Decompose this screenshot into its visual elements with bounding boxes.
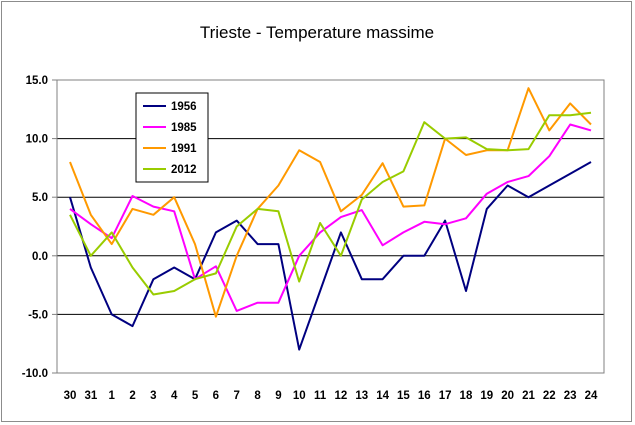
y-tick-label: -5.0: [28, 309, 48, 321]
series-line-1956: [69, 161, 592, 351]
y-tick-label: 15.0: [26, 75, 48, 87]
x-tick-label: 13: [355, 390, 368, 402]
y-tick-label: 10.0: [26, 134, 48, 146]
x-tick-label: 14: [376, 390, 389, 402]
legend-label-1956: 1956: [171, 101, 197, 113]
x-tick-label: 22: [543, 390, 556, 402]
x-tick-label: 3: [150, 390, 156, 402]
x-tick-label: 8: [254, 390, 261, 402]
x-tick-label: 18: [460, 390, 473, 402]
x-tick-label: 5: [192, 390, 199, 402]
x-tick-label: 9: [275, 390, 281, 402]
series-line-2012: [69, 111, 592, 296]
legend: 1956 1985 1991 2012: [135, 92, 209, 183]
legend-label-1991: 1991: [171, 143, 197, 155]
x-tick-label: 17: [439, 390, 452, 402]
x-tick-label: 10: [293, 390, 306, 402]
x-tick-label: 1: [108, 390, 115, 402]
legend-box: [135, 92, 209, 183]
x-tick-label: 7: [234, 390, 240, 402]
legend-label-1985: 1985: [171, 122, 197, 134]
x-tick-label: 6: [213, 390, 219, 402]
x-tick-label: 16: [418, 390, 431, 402]
x-tick-label: 30: [64, 390, 77, 402]
x-tick-label: 31: [84, 390, 97, 402]
x-axis: 30 31 1 2 3 4 5 6 7 8 9 10 11 12 13 14 15 16 17 18 19 20 21 22 2…: [64, 390, 598, 402]
plot-area-border: [56, 79, 605, 374]
legend-label-2012: 2012: [171, 164, 197, 176]
x-tick-label: 24: [585, 390, 598, 402]
series-line-1985: [69, 123, 592, 312]
y-tick-label: -10.0: [22, 368, 48, 380]
x-tick-label: 21: [522, 390, 535, 402]
x-tick-label: 23: [564, 390, 577, 402]
x-tick-label: 2: [129, 390, 135, 402]
x-tick-label: 4: [171, 390, 178, 402]
series-lines: [69, 87, 592, 351]
y-axis: 15.0 10.0 5.0 0.0 -5.0 -10.0: [22, 75, 57, 380]
x-tick-label: 19: [480, 390, 493, 402]
x-tick-label: 12: [335, 390, 348, 402]
chart-title: Trieste - Temperature massime: [200, 23, 434, 42]
x-tick-label: 20: [501, 390, 514, 402]
y-tick-label: 5.0: [32, 192, 48, 204]
x-tick-label: 11: [314, 390, 327, 402]
y-tick-label: 0.0: [32, 251, 48, 263]
x-tick-label: 15: [397, 390, 410, 402]
